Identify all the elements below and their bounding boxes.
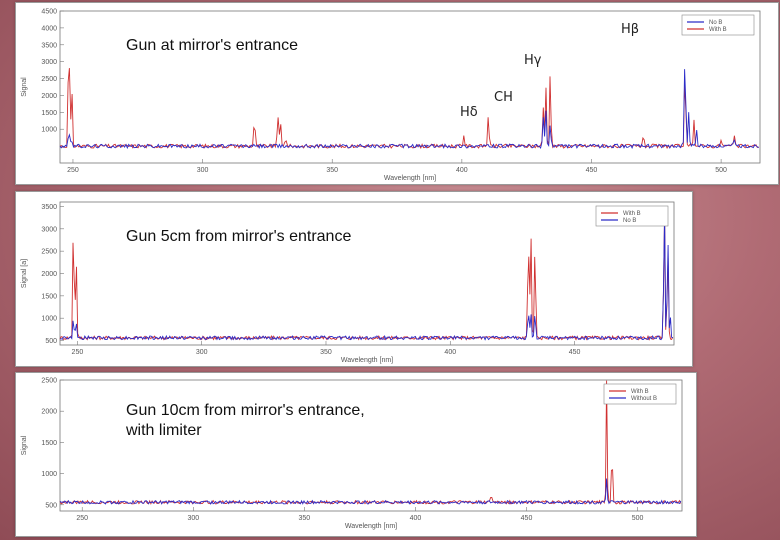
x-tick-label: 250: [72, 349, 84, 356]
chart-3-svg: 250 300 350 400 450 500 500 1000 1500 2000 2500 Wav…: [21, 378, 683, 530]
y-axis-label: Signal: [21, 77, 28, 97]
x-axis-label: Wavelength [nm]: [341, 357, 393, 364]
y-tick-label: 2000: [41, 409, 57, 416]
x-tick-label: 450: [569, 349, 581, 356]
legend-label: With B: [631, 389, 649, 395]
y-tick-label: 1500: [41, 293, 57, 300]
y-tick-label: 1500: [41, 440, 57, 447]
x-tick-label: 400: [410, 515, 422, 522]
y-tick-label: 2500: [41, 378, 57, 385]
y-axis-label: Signal [a]: [21, 259, 28, 288]
legend-label: With B: [623, 211, 641, 217]
legend-box: [595, 205, 669, 227]
y-axis-label: Signal: [21, 435, 28, 455]
x-tick-label: 400: [444, 349, 456, 356]
y-tick-label: 1000: [41, 127, 57, 134]
y-tick-label: 3000: [41, 226, 57, 233]
y-tick-label: 1000: [41, 471, 57, 478]
series-line-2: [59, 211, 674, 341]
x-tick-label: 450: [586, 167, 598, 174]
x-tick-label: 250: [67, 167, 79, 174]
plot-area: [59, 379, 683, 512]
y-tick-label: 500: [45, 502, 57, 509]
chart-2-caption: Gun 5cm from mirror's entrance: [126, 228, 352, 245]
legend-box: [603, 383, 677, 405]
chart-1-caption: Gun at mirror's entrance: [126, 37, 299, 54]
legend-box: [681, 14, 755, 36]
chart-panel-1: 250 300 350 400 450 500 1000 1500 2000 2500 3000 35…: [15, 2, 779, 185]
h-gamma-label: Hγ: [524, 53, 542, 68]
y-tick-label: 3000: [41, 59, 57, 66]
chart-panel-2: 250 300 350 400 450 500 1000 1500 2000 2500 3000 35…: [15, 191, 693, 367]
x-tick-label: 450: [521, 515, 533, 522]
y-tick-label: 1000: [41, 316, 57, 323]
series-line-2: [59, 69, 759, 150]
y-tick-label: 2000: [41, 271, 57, 278]
legend-label: No B: [709, 20, 722, 26]
x-tick-label: 300: [197, 167, 209, 174]
x-tick-label: 350: [326, 167, 338, 174]
series-line-2: [59, 478, 682, 505]
y-tick-label: 3500: [41, 42, 57, 49]
legend-label: Without B: [631, 396, 657, 402]
plot-area: [59, 201, 675, 346]
x-tick-label: 350: [320, 349, 332, 356]
x-tick-label: 300: [196, 349, 208, 356]
plot-area: [59, 10, 761, 164]
y-tick-label: 500: [45, 338, 57, 345]
x-tick-label: 250: [76, 515, 88, 522]
y-tick-label: 2500: [41, 76, 57, 83]
y-tick-label: 4000: [41, 25, 57, 32]
x-axis-label: Wavelength [nm]: [384, 175, 436, 182]
x-tick-label: 500: [715, 167, 727, 174]
chart-panel-3: 250 300 350 400 450 500 500 1000 1500 2000 2500 Wav…: [15, 372, 697, 537]
h-delta-label: Hδ: [460, 105, 478, 120]
y-tick-label: 1500: [41, 110, 57, 117]
x-axis-label: Wavelength [nm]: [345, 523, 397, 530]
h-beta-label: Hβ: [621, 22, 640, 37]
y-tick-label: 4500: [41, 9, 57, 16]
ch-label: CH: [494, 90, 513, 105]
chart-3-caption: Gun 10cm from mirror's entrance, with li…: [126, 402, 365, 439]
legend-label: With B: [709, 27, 727, 33]
y-tick-label: 3500: [41, 204, 57, 211]
y-tick-label: 2000: [41, 93, 57, 100]
chart-2-svg: 250 300 350 400 450 500 1000 1500 2000 2500 3000 35…: [21, 201, 675, 364]
y-tick-label: 2500: [41, 249, 57, 256]
x-tick-label: 350: [299, 515, 311, 522]
chart-1-svg: 250 300 350 400 450 500 1000 1500 2000 2500 3000 35…: [21, 9, 761, 182]
x-tick-label: 400: [456, 167, 468, 174]
legend-label: No B: [623, 218, 636, 224]
x-tick-label: 300: [187, 515, 199, 522]
x-tick-label: 500: [632, 515, 644, 522]
